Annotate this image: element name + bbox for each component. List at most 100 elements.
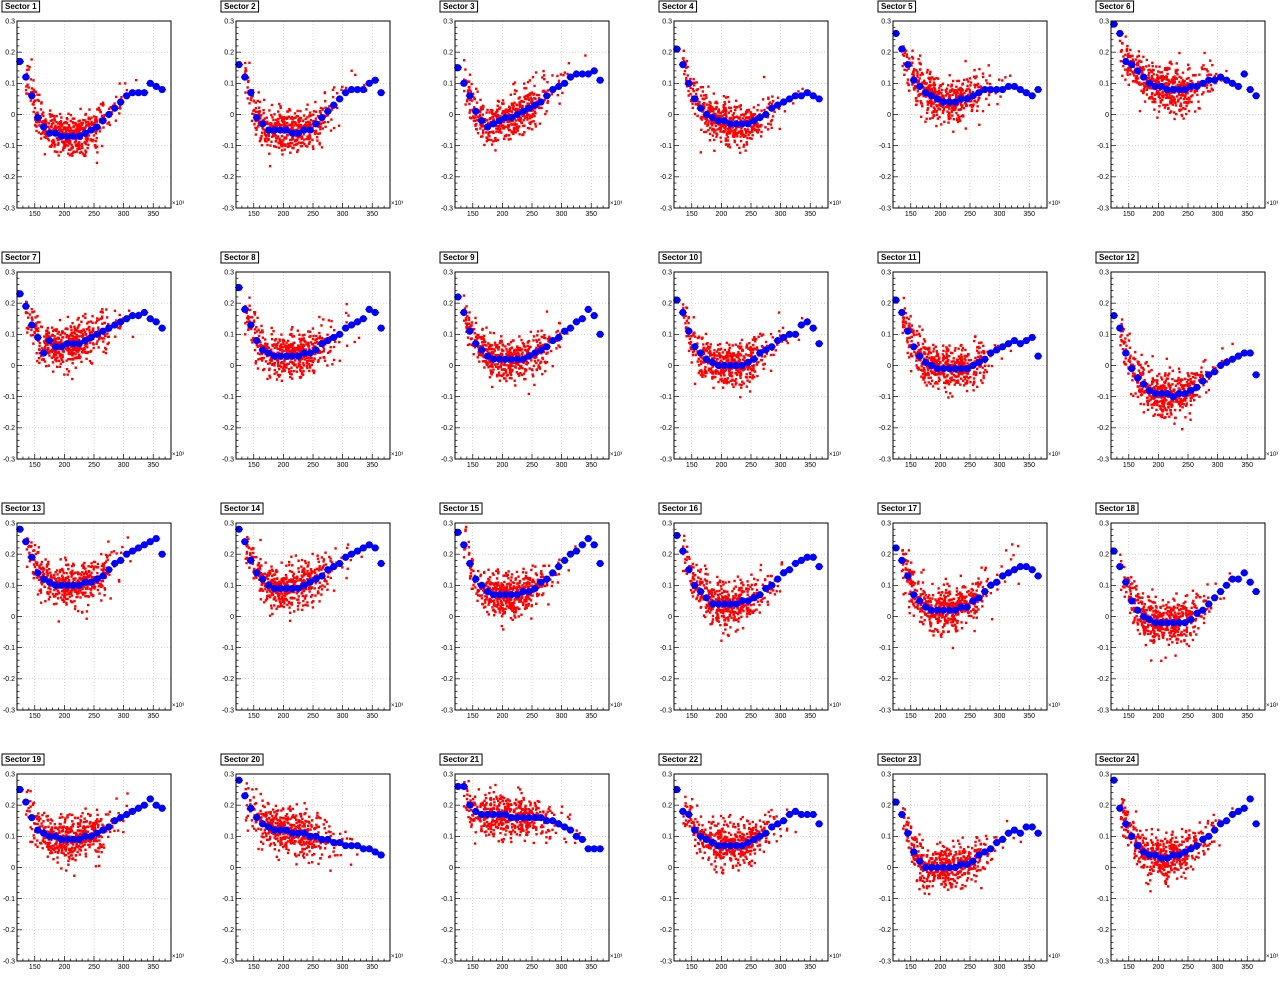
scatter-point (1009, 74, 1011, 76)
scatter-point (289, 373, 291, 375)
scatter-point (498, 131, 500, 133)
scatter-point (31, 87, 33, 89)
scatter-point (294, 123, 296, 125)
scatter-point (66, 347, 68, 349)
scatter-point (259, 101, 261, 103)
scatter-point (1172, 82, 1174, 84)
scatter-point (59, 113, 61, 115)
scatter-point (469, 73, 471, 75)
scatter-point (285, 363, 287, 365)
scatter-point (85, 121, 87, 123)
scatter-point (53, 145, 55, 147)
scatter-point (1131, 55, 1133, 57)
scatter-point (314, 342, 316, 344)
scatter-point (38, 94, 40, 96)
scatter-point (75, 140, 77, 142)
scatter-point (916, 100, 918, 102)
scatter-point (76, 150, 78, 152)
scatter-point (740, 140, 742, 142)
scatter-point (257, 367, 259, 369)
scatter-point (485, 131, 487, 133)
scatter-point (321, 146, 323, 148)
scatter-point (244, 62, 246, 64)
profile-point (591, 67, 598, 74)
scatter-point (1133, 74, 1135, 76)
profile-point (910, 77, 917, 84)
scatter-point (771, 119, 773, 121)
panel-title-text: Sector 7 (5, 253, 37, 262)
scatter-point (314, 101, 316, 103)
scatter-points (244, 296, 360, 382)
scatter-point (260, 325, 262, 327)
scatter-point (525, 95, 527, 97)
profile-point (691, 95, 698, 102)
scatter-point (508, 106, 510, 108)
scatter-point (757, 104, 759, 106)
scatter-point (527, 81, 529, 83)
scatter-point (76, 318, 78, 320)
scatter-point (584, 54, 586, 56)
scatter-point (363, 84, 365, 86)
panel-title-text: Sector 3 (443, 2, 475, 11)
scatter-point (517, 108, 519, 110)
scatter-point (250, 339, 252, 341)
scatter-point (1175, 113, 1177, 115)
scatter-point (316, 136, 318, 138)
scatter-point (534, 110, 536, 112)
scatter-point (48, 354, 50, 356)
scatter-point (63, 142, 65, 144)
scatter-point (298, 141, 300, 143)
scatter-point (930, 105, 932, 107)
scatter-point (51, 123, 53, 125)
scatter-point (1168, 67, 1170, 69)
scatter-point (278, 142, 280, 144)
scatter-point (64, 145, 66, 147)
y-tick-label: -0.3 (1097, 205, 1109, 212)
scatter-point (1183, 101, 1185, 103)
scatter-point (1198, 107, 1200, 109)
scatter-point (960, 108, 962, 110)
scatter-point (27, 68, 29, 70)
scatter-point (1135, 79, 1137, 81)
scatter-point (319, 357, 321, 359)
scatter-point (261, 359, 263, 361)
scatter-point (1196, 94, 1198, 96)
scatter-point (259, 344, 261, 346)
scatter-point (283, 369, 285, 371)
scatter-point (498, 125, 500, 127)
scatter-point (30, 329, 32, 331)
x-exponent-label: ×10³ (172, 452, 184, 458)
scatter-point (535, 71, 537, 73)
scatter-point (534, 123, 536, 125)
scatter-point (715, 125, 717, 127)
scatter-point (338, 125, 340, 127)
scatter-point (268, 375, 270, 377)
x-tick-label: 150 (248, 211, 260, 218)
scatter-point (521, 134, 523, 136)
scatter-point (715, 136, 717, 138)
panel-title: Sector 7 (2, 252, 40, 263)
scatter-point (36, 360, 38, 362)
scatter-point (947, 84, 949, 86)
scatter-point (303, 334, 305, 336)
scatter-point (330, 326, 332, 328)
scatter-point (308, 138, 310, 140)
scatter-point (115, 96, 117, 98)
x-exponent-label: ×10³ (610, 201, 622, 207)
scatter-point (551, 93, 553, 95)
scatter-point (907, 78, 909, 80)
grid-lines (17, 21, 171, 208)
scatter-point (772, 115, 774, 117)
scatter-point (745, 111, 747, 113)
scatter-point (31, 319, 33, 321)
scatter-point (523, 131, 525, 133)
x-tick-label: 150 (686, 211, 698, 218)
scatter-point (497, 139, 499, 141)
scatter-point (926, 112, 928, 114)
scatter-point (756, 124, 758, 126)
x-exponent-label: ×10³ (391, 201, 403, 207)
scatter-point (114, 335, 116, 337)
scatter-point (541, 76, 543, 78)
